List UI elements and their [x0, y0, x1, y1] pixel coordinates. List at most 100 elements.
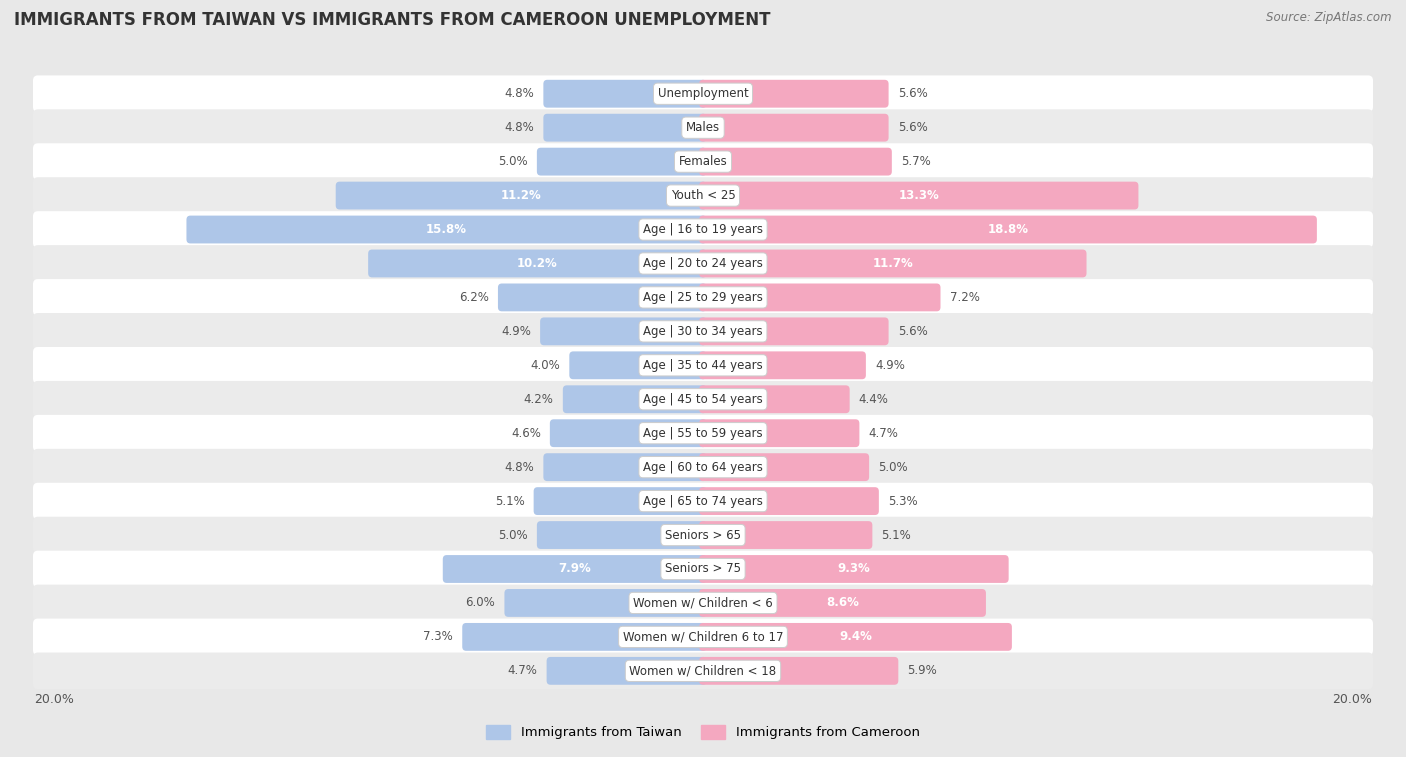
Text: 5.6%: 5.6% — [897, 121, 928, 134]
Text: Age | 60 to 64 years: Age | 60 to 64 years — [643, 461, 763, 474]
FancyBboxPatch shape — [32, 143, 1374, 180]
FancyBboxPatch shape — [187, 216, 707, 244]
FancyBboxPatch shape — [543, 79, 707, 107]
Text: 4.7%: 4.7% — [869, 427, 898, 440]
Text: Males: Males — [686, 121, 720, 134]
FancyBboxPatch shape — [699, 453, 869, 481]
Text: Age | 16 to 19 years: Age | 16 to 19 years — [643, 223, 763, 236]
Text: 4.9%: 4.9% — [875, 359, 905, 372]
FancyBboxPatch shape — [699, 216, 1317, 244]
Text: Age | 25 to 29 years: Age | 25 to 29 years — [643, 291, 763, 304]
Text: 4.2%: 4.2% — [524, 393, 554, 406]
FancyBboxPatch shape — [699, 623, 1012, 651]
FancyBboxPatch shape — [550, 419, 707, 447]
FancyBboxPatch shape — [32, 211, 1374, 248]
Text: 5.0%: 5.0% — [498, 155, 527, 168]
Text: Seniors > 75: Seniors > 75 — [665, 562, 741, 575]
FancyBboxPatch shape — [543, 453, 707, 481]
Text: 6.2%: 6.2% — [458, 291, 489, 304]
Text: 20.0%: 20.0% — [1331, 693, 1372, 706]
FancyBboxPatch shape — [699, 385, 849, 413]
FancyBboxPatch shape — [32, 245, 1374, 282]
Text: 9.3%: 9.3% — [838, 562, 870, 575]
FancyBboxPatch shape — [699, 419, 859, 447]
Text: Source: ZipAtlas.com: Source: ZipAtlas.com — [1267, 11, 1392, 24]
Text: 5.1%: 5.1% — [495, 494, 524, 508]
Text: 5.0%: 5.0% — [879, 461, 908, 474]
Text: Age | 65 to 74 years: Age | 65 to 74 years — [643, 494, 763, 508]
Text: IMMIGRANTS FROM TAIWAN VS IMMIGRANTS FROM CAMEROON UNEMPLOYMENT: IMMIGRANTS FROM TAIWAN VS IMMIGRANTS FRO… — [14, 11, 770, 30]
FancyBboxPatch shape — [543, 114, 707, 142]
Text: Women w/ Children < 18: Women w/ Children < 18 — [630, 665, 776, 678]
Text: 15.8%: 15.8% — [426, 223, 467, 236]
Text: Youth < 25: Youth < 25 — [671, 189, 735, 202]
Text: 10.2%: 10.2% — [517, 257, 558, 270]
FancyBboxPatch shape — [699, 351, 866, 379]
Text: 4.8%: 4.8% — [505, 121, 534, 134]
FancyBboxPatch shape — [32, 415, 1374, 451]
FancyBboxPatch shape — [699, 114, 889, 142]
Text: Age | 55 to 59 years: Age | 55 to 59 years — [643, 427, 763, 440]
FancyBboxPatch shape — [699, 283, 941, 311]
Text: 5.1%: 5.1% — [882, 528, 911, 541]
Text: 11.2%: 11.2% — [501, 189, 541, 202]
Text: 20.0%: 20.0% — [34, 693, 75, 706]
FancyBboxPatch shape — [32, 449, 1374, 485]
Legend: Immigrants from Taiwan, Immigrants from Cameroon: Immigrants from Taiwan, Immigrants from … — [481, 720, 925, 744]
Text: 4.4%: 4.4% — [859, 393, 889, 406]
FancyBboxPatch shape — [699, 317, 889, 345]
FancyBboxPatch shape — [32, 550, 1374, 587]
Text: 6.0%: 6.0% — [465, 597, 495, 609]
Text: 7.9%: 7.9% — [558, 562, 591, 575]
Text: Age | 35 to 44 years: Age | 35 to 44 years — [643, 359, 763, 372]
Text: 4.8%: 4.8% — [505, 87, 534, 100]
Text: 9.4%: 9.4% — [839, 631, 872, 643]
Text: 5.6%: 5.6% — [897, 87, 928, 100]
Text: 5.3%: 5.3% — [889, 494, 918, 508]
Text: 7.3%: 7.3% — [423, 631, 453, 643]
Text: 4.8%: 4.8% — [505, 461, 534, 474]
FancyBboxPatch shape — [699, 488, 879, 515]
FancyBboxPatch shape — [699, 521, 872, 549]
FancyBboxPatch shape — [463, 623, 707, 651]
Text: Age | 20 to 24 years: Age | 20 to 24 years — [643, 257, 763, 270]
FancyBboxPatch shape — [537, 148, 707, 176]
FancyBboxPatch shape — [32, 653, 1374, 689]
FancyBboxPatch shape — [32, 483, 1374, 519]
Text: Seniors > 65: Seniors > 65 — [665, 528, 741, 541]
Text: 5.6%: 5.6% — [897, 325, 928, 338]
FancyBboxPatch shape — [699, 589, 986, 617]
Text: 7.2%: 7.2% — [949, 291, 980, 304]
FancyBboxPatch shape — [32, 279, 1374, 316]
Text: Women w/ Children < 6: Women w/ Children < 6 — [633, 597, 773, 609]
Text: 13.3%: 13.3% — [898, 189, 939, 202]
FancyBboxPatch shape — [32, 313, 1374, 350]
Text: 11.7%: 11.7% — [873, 257, 912, 270]
Text: Women w/ Children 6 to 17: Women w/ Children 6 to 17 — [623, 631, 783, 643]
FancyBboxPatch shape — [32, 381, 1374, 418]
Text: 4.0%: 4.0% — [530, 359, 560, 372]
Text: 5.9%: 5.9% — [907, 665, 938, 678]
FancyBboxPatch shape — [569, 351, 707, 379]
Text: 18.8%: 18.8% — [987, 223, 1029, 236]
Text: Age | 45 to 54 years: Age | 45 to 54 years — [643, 393, 763, 406]
FancyBboxPatch shape — [699, 657, 898, 685]
Text: 4.6%: 4.6% — [510, 427, 541, 440]
FancyBboxPatch shape — [336, 182, 707, 210]
Text: 5.0%: 5.0% — [498, 528, 527, 541]
FancyBboxPatch shape — [699, 182, 1139, 210]
FancyBboxPatch shape — [368, 250, 707, 277]
FancyBboxPatch shape — [537, 521, 707, 549]
FancyBboxPatch shape — [32, 347, 1374, 384]
Text: Females: Females — [679, 155, 727, 168]
Text: 4.7%: 4.7% — [508, 665, 537, 678]
Text: 4.9%: 4.9% — [501, 325, 531, 338]
FancyBboxPatch shape — [562, 385, 707, 413]
FancyBboxPatch shape — [32, 584, 1374, 621]
Text: 8.6%: 8.6% — [827, 597, 859, 609]
FancyBboxPatch shape — [699, 148, 891, 176]
FancyBboxPatch shape — [443, 555, 707, 583]
FancyBboxPatch shape — [32, 517, 1374, 553]
FancyBboxPatch shape — [32, 76, 1374, 112]
FancyBboxPatch shape — [699, 555, 1008, 583]
